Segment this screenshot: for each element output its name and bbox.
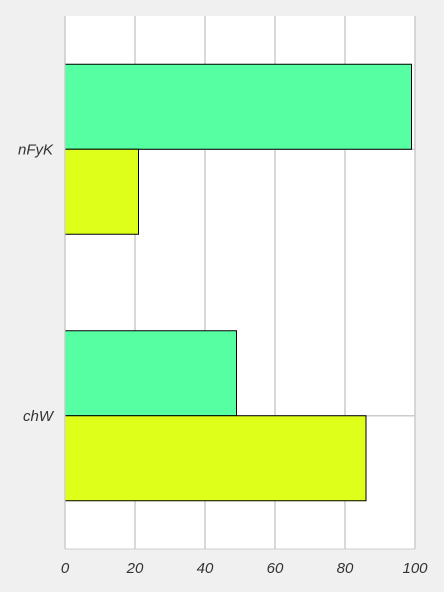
bar-chW-series-1 [64, 330, 237, 417]
y-tick-label: chW [23, 408, 55, 425]
bar-nFyK-series-1 [64, 63, 412, 150]
bar-nFyK-series-2 [64, 148, 139, 235]
axes [64, 16, 415, 550]
x-tick-label: 0 [61, 560, 70, 577]
x-tick-label: 20 [126, 560, 144, 577]
x-tick-label: 40 [197, 560, 214, 577]
x-tick-labels: 0 20 40 60 80 100 [61, 560, 428, 577]
x-tick-label: 60 [267, 560, 284, 577]
x-tick-label: 100 [402, 560, 428, 577]
y-tick-labels: nFyK chW [18, 141, 55, 425]
y-tick-label: nFyK [18, 141, 54, 158]
bar-chW-series-2 [64, 415, 367, 502]
x-tick-label: 80 [337, 560, 354, 577]
